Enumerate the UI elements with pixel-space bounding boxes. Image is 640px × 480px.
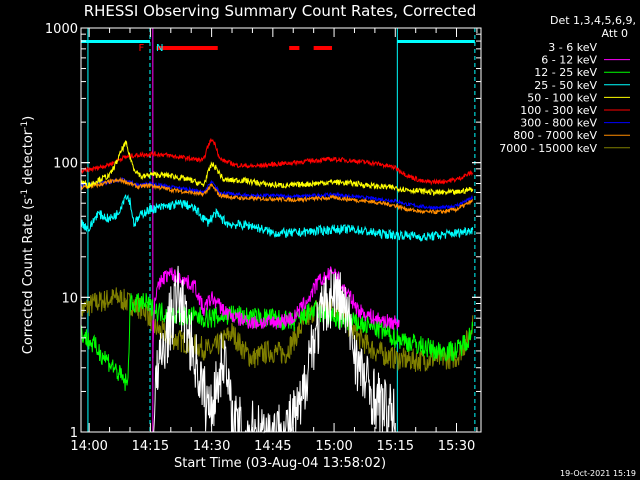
night-interval-bar: [81, 40, 150, 43]
legend-label-4: 25 - 50 keV: [534, 79, 597, 92]
y-axis-label-mid: detector: [21, 129, 36, 189]
series-line-1: [153, 265, 396, 434]
flag-label: F: [139, 43, 145, 54]
y-axis-label-main: Corrected Count Rate (s: [21, 198, 36, 355]
x-tick-label: 15:00: [315, 439, 352, 454]
x-tick-label: 14:15: [132, 439, 169, 454]
legend-label-1: 3 - 6 keV: [548, 41, 597, 54]
flare-interval-bar: [289, 46, 300, 50]
series-line-5: [80, 140, 474, 197]
y-axis-label-sup1: -1: [20, 189, 30, 198]
legend-header-line-1: Det 1,3,4,5,6,9,: [550, 14, 636, 27]
flag-label: N: [156, 43, 163, 54]
legend-label-7: 300 - 800 keV: [520, 117, 597, 130]
legend-label-5: 50 - 100 keV: [527, 91, 597, 104]
legend-header-line-2: Att 0: [602, 27, 628, 40]
plot-frame: [80, 27, 482, 433]
y-tick-label: 100: [53, 157, 78, 172]
flare-interval-bar: [313, 46, 333, 50]
series-line-3: [80, 293, 474, 391]
y-tick-label: 1000: [45, 22, 78, 37]
x-axis-label: Start Time (03-Aug-04 13:58:02): [174, 456, 386, 471]
axes: 1 10 100 1000 14:00 14:15 14:30 14:45 15:00 15:15…: [45, 22, 482, 454]
legend-label-6: 100 - 300 keV: [520, 104, 597, 117]
night-interval-bar: [397, 40, 475, 43]
y-tick-label: 1: [70, 426, 78, 441]
legend-label-9: 7000 - 15000 keV: [499, 142, 597, 155]
series-line-4: [80, 194, 474, 242]
series-line-6: [80, 138, 474, 186]
svg-text:Corrected Count Rate (s-1 dete: Corrected Count Rate (s-1 detector-1): [20, 116, 36, 354]
series-line-2: [152, 266, 400, 359]
y-axis-label-sup2: -1: [20, 121, 30, 130]
y-axis-label-end: ): [21, 116, 36, 121]
y-axis-label: Corrected Count Rate (s-1 detector-1): [20, 116, 36, 354]
series-line-7: [80, 177, 473, 211]
x-tick-label: 14:45: [254, 439, 291, 454]
chart-title: RHESSI Observing Summary Count Rates, Co…: [84, 2, 477, 20]
x-tick-label: 15:15: [377, 439, 414, 454]
x-tick-label: 15:30: [438, 439, 475, 454]
x-tick-label: 14:30: [193, 439, 230, 454]
timestamp: 19-Oct-2021 15:19: [560, 469, 636, 478]
legend-label-8: 800 - 7000 keV: [513, 129, 597, 142]
flare-interval-bar: [156, 46, 218, 50]
x-tick-label: 14:00: [70, 439, 107, 454]
series-line-8: [80, 176, 474, 215]
legend-label-3: 12 - 25 keV: [534, 66, 597, 79]
legend-label-2: 6 - 12 keV: [541, 54, 597, 67]
y-tick-label: 10: [61, 291, 78, 306]
